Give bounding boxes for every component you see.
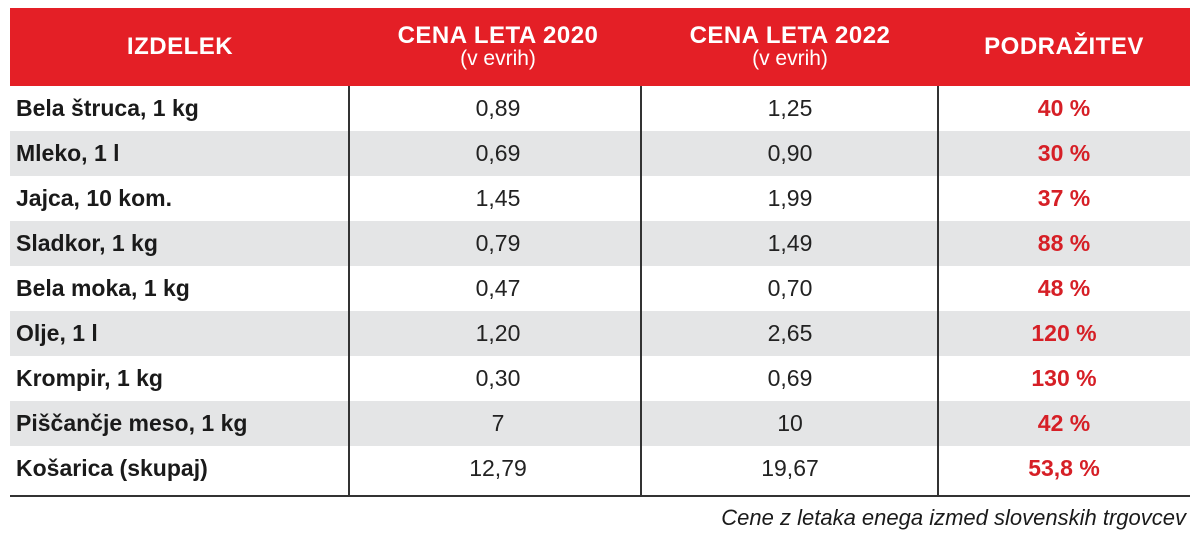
header-item: IZDELEK [10, 8, 350, 86]
header-price-2022-unit: (v evrih) [752, 47, 828, 70]
item-cell: Mleko, 1 l [16, 140, 120, 166]
price-2022-cell: 2,65 [767, 320, 813, 346]
column-divider [348, 86, 350, 496]
header-increase: PODRAŽITEV [938, 8, 1190, 86]
price-2022-cell: 10 [777, 410, 803, 436]
price-2022-cell: 19,67 [761, 455, 819, 481]
item-cell: Bela štruca, 1 kg [16, 95, 199, 121]
header-increase-label: PODRAŽITEV [984, 33, 1144, 60]
price-2020-cell: 0,47 [475, 275, 521, 301]
increase-cell: 88 % [1037, 230, 1091, 256]
price-2020-cell: 0,30 [475, 365, 521, 391]
increase-cell: 53,8 % [1028, 455, 1100, 481]
price-2020-cell: 1,20 [475, 320, 521, 346]
increase-cell: 30 % [1037, 140, 1091, 166]
price-2020-cell: 0,89 [475, 95, 521, 121]
price-2020-cell: 0,79 [475, 230, 521, 256]
item-cell: Bela moka, 1 kg [16, 275, 190, 301]
table-row: Piščančje meso, 1 kg 7 10 42 % [10, 401, 1190, 446]
table-header: IZDELEK CENA LETA 2020 (v evrih) CENA LE… [10, 8, 1190, 86]
table-row: Mleko, 1 l 0,69 0,90 30 % [10, 131, 1190, 176]
item-cell: Jajca, 10 kom. [16, 185, 172, 211]
table-row: Sladkor, 1 kg 0,79 1,49 88 % [10, 221, 1190, 266]
increase-cell: 42 % [1037, 410, 1091, 436]
price-2022-cell: 1,49 [767, 230, 813, 256]
header-price-2022: CENA LETA 2022 (v evrih) [640, 8, 940, 86]
item-cell: Sladkor, 1 kg [16, 230, 158, 256]
source-caption: Cene z letaka enega izmed slovenskih trg… [721, 505, 1186, 530]
price-2022-cell: 0,69 [767, 365, 813, 391]
table-bottom-border [10, 495, 1190, 497]
table-row: Bela štruca, 1 kg 0,89 1,25 40 % [10, 86, 1190, 131]
price-table: IZDELEK CENA LETA 2020 (v evrih) CENA LE… [10, 8, 1190, 496]
price-2020-cell: 12,79 [469, 455, 527, 481]
column-divider [640, 86, 642, 496]
price-2020-cell: 7 [491, 410, 505, 436]
increase-cell: 48 % [1037, 275, 1091, 301]
column-divider [937, 86, 939, 496]
header-price-2020: CENA LETA 2020 (v evrih) [348, 8, 648, 86]
table-row: Jajca, 10 kom. 1,45 1,99 37 % [10, 176, 1190, 221]
increase-cell: 37 % [1037, 185, 1091, 211]
item-cell: Košarica (skupaj) [16, 455, 208, 481]
header-price-2022-label: CENA LETA 2022 [689, 22, 891, 49]
table-row: Olje, 1 l 1,20 2,65 120 % [10, 311, 1190, 356]
header-price-2020-label: CENA LETA 2020 [397, 22, 599, 49]
price-2022-cell: 0,70 [767, 275, 813, 301]
table-row: Košarica (skupaj) 12,79 19,67 53,8 % [10, 446, 1190, 491]
increase-cell: 40 % [1037, 95, 1091, 121]
table-row: Bela moka, 1 kg 0,47 0,70 48 % [10, 266, 1190, 311]
price-2022-cell: 0,90 [767, 140, 813, 166]
item-cell: Krompir, 1 kg [16, 365, 163, 391]
increase-cell: 130 % [1031, 365, 1097, 391]
increase-cell: 120 % [1031, 320, 1097, 346]
header-item-label: IZDELEK [126, 33, 234, 60]
price-2022-cell: 1,99 [767, 185, 813, 211]
header-price-2020-unit: (v evrih) [460, 47, 536, 70]
price-2020-cell: 1,45 [475, 185, 521, 211]
price-2022-cell: 1,25 [767, 95, 813, 121]
item-cell: Piščančje meso, 1 kg [16, 410, 248, 436]
table-row: Krompir, 1 kg 0,30 0,69 130 % [10, 356, 1190, 401]
price-2020-cell: 0,69 [475, 140, 521, 166]
item-cell: Olje, 1 l [16, 320, 98, 346]
